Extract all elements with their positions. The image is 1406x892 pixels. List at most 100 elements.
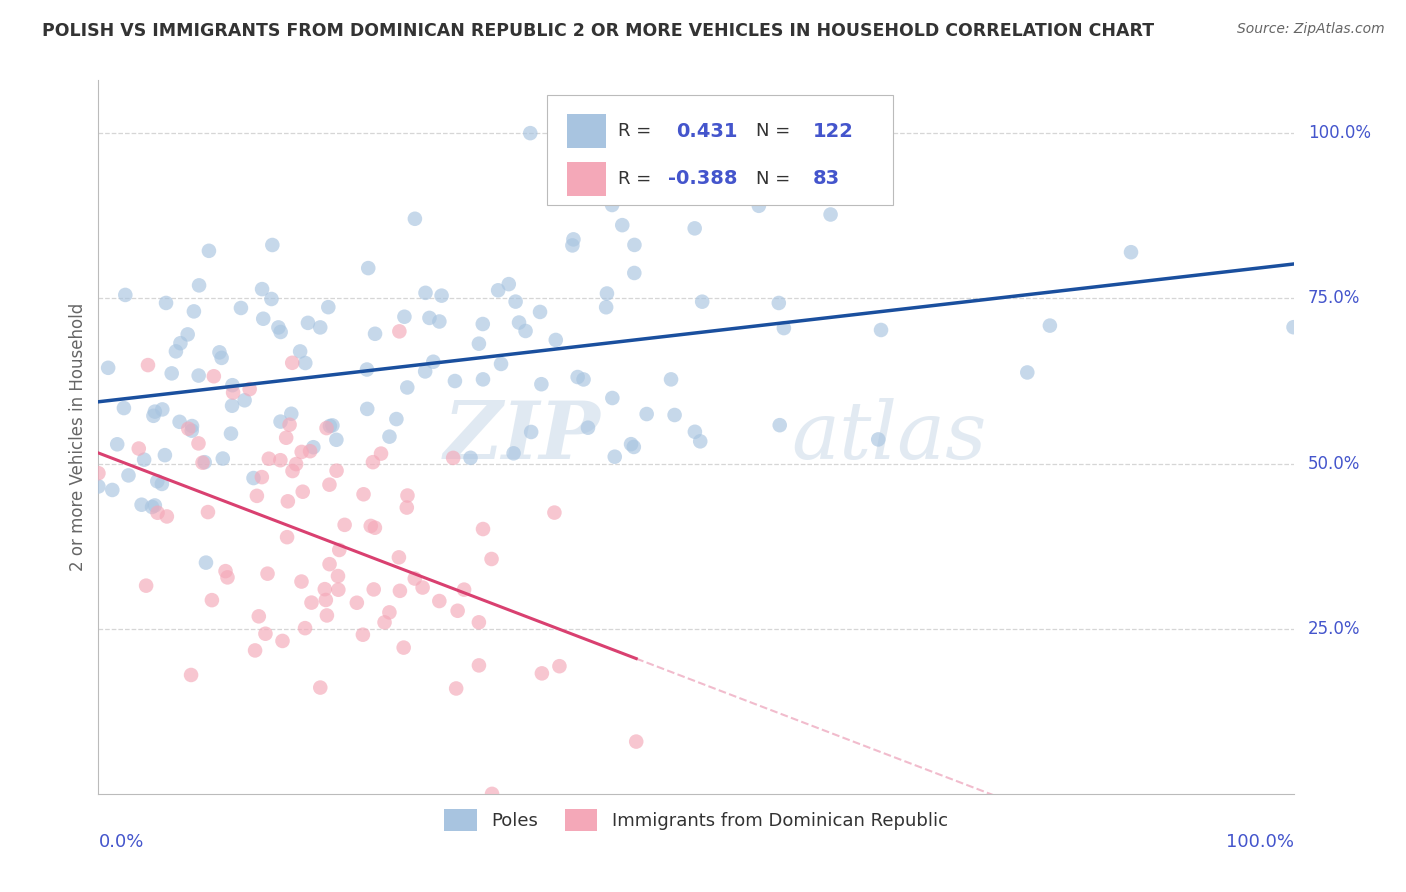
Point [114, 288, 136, 302]
Point [302, 440, 325, 454]
Point [388, 324, 411, 338]
Point [1282, 320, 1305, 334]
Point [623, 266, 645, 280]
Point [870, 323, 893, 337]
Point [363, 582, 385, 597]
Point [276, 431, 298, 445]
Text: 50.0%: 50.0% [1308, 455, 1360, 473]
Point [567, 370, 589, 384]
Point [128, 442, 150, 456]
Point [135, 579, 157, 593]
Point [97, 360, 120, 375]
Text: ZIP: ZIP [443, 399, 600, 475]
Point [271, 634, 294, 648]
Point [318, 477, 340, 491]
Point [418, 310, 440, 325]
Point [689, 434, 711, 449]
Point [281, 464, 304, 478]
Point [396, 380, 419, 394]
FancyBboxPatch shape [547, 95, 893, 205]
Point [748, 199, 770, 213]
Point [453, 582, 475, 597]
Legend: Poles, Immigrants from Dominican Republic: Poles, Immigrants from Dominican Republi… [437, 802, 955, 838]
Point [269, 453, 291, 467]
Point [404, 211, 426, 226]
Point [267, 320, 290, 334]
Point [378, 606, 401, 620]
Point [87, 466, 110, 480]
Point [177, 422, 200, 436]
Point [427, 594, 450, 608]
Point [520, 425, 543, 439]
Text: N =: N = [756, 122, 790, 140]
Point [87, 479, 110, 493]
Point [505, 294, 527, 309]
Point [187, 436, 209, 450]
Point [623, 440, 645, 454]
Point [134, 452, 156, 467]
Point [165, 344, 187, 359]
Point [415, 285, 437, 300]
Point [1017, 366, 1039, 380]
Point [820, 207, 842, 221]
Point [561, 238, 583, 252]
Point [101, 483, 124, 497]
Point [194, 556, 217, 570]
Point [270, 415, 292, 429]
Point [321, 418, 343, 433]
Point [576, 420, 599, 434]
Point [211, 451, 233, 466]
Point [769, 418, 792, 433]
Point [176, 327, 198, 342]
Point [489, 357, 512, 371]
Point [201, 593, 224, 607]
Point [217, 570, 239, 584]
Text: atlas: atlas [792, 399, 987, 475]
Point [146, 506, 169, 520]
Point [600, 198, 623, 212]
Point [254, 626, 277, 640]
Point [422, 355, 444, 369]
Point [659, 372, 682, 386]
Point [352, 628, 374, 642]
Point [572, 372, 595, 386]
Point [385, 412, 408, 426]
Point [288, 344, 311, 359]
Point [530, 377, 553, 392]
Point [427, 314, 450, 328]
Point [180, 668, 202, 682]
Point [270, 325, 292, 339]
Point [105, 437, 128, 451]
Point [394, 310, 416, 324]
Point [294, 356, 316, 370]
Text: 75.0%: 75.0% [1308, 289, 1360, 308]
Point [262, 238, 284, 252]
Point [208, 345, 231, 359]
Point [602, 391, 624, 405]
Point [471, 317, 494, 331]
Point [285, 457, 308, 471]
Point [221, 378, 243, 392]
Point [690, 294, 713, 309]
Point [430, 288, 453, 302]
Point [468, 615, 491, 630]
Text: 122: 122 [813, 121, 853, 141]
Point [169, 336, 191, 351]
Point [544, 333, 567, 347]
Point [290, 574, 312, 589]
Point [291, 484, 314, 499]
Point [519, 126, 541, 140]
Point [868, 433, 890, 447]
Point [413, 364, 436, 378]
Point [260, 292, 283, 306]
Text: R =: R = [619, 169, 651, 188]
Point [318, 300, 340, 314]
Point [316, 608, 339, 623]
Point [481, 787, 503, 801]
Point [294, 621, 316, 635]
Point [239, 382, 262, 396]
Text: Source: ZipAtlas.com: Source: ZipAtlas.com [1237, 22, 1385, 37]
Point [194, 455, 217, 469]
Point [153, 448, 176, 462]
Point [188, 278, 211, 293]
